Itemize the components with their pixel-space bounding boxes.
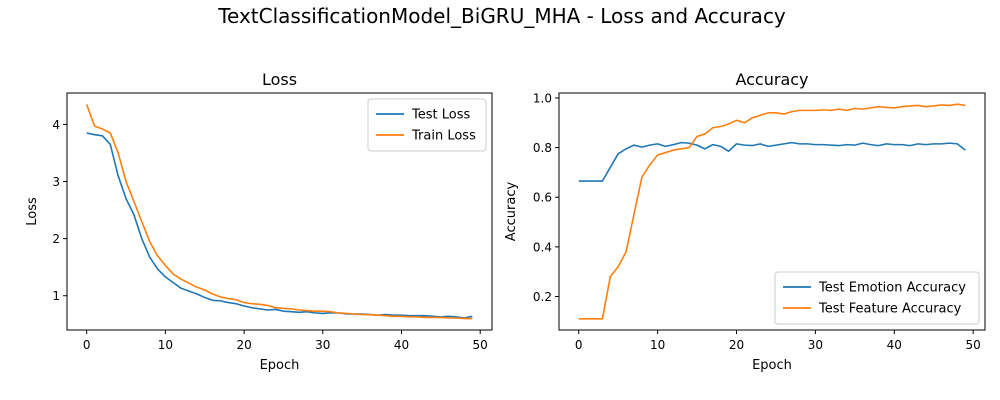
loss-y-tick-label: 2 xyxy=(52,232,60,246)
loss-legend-label-1: Test Loss xyxy=(411,108,470,123)
loss-legend-label-2: Train Loss xyxy=(411,129,476,144)
accuracy-y-tick-label: 0.8 xyxy=(533,141,552,155)
loss-series xyxy=(85,104,473,320)
accuracy-y-axis-label: Accuracy xyxy=(504,182,519,242)
loss-x-tick-label: 30 xyxy=(315,338,330,352)
accuracy-x-tick-label: 20 xyxy=(729,338,744,352)
loss-axes-frame xyxy=(66,92,493,331)
accuracy-y-tick-label: 0.4 xyxy=(533,240,552,254)
loss-x-tick-label: 20 xyxy=(236,338,251,352)
accuracy-x-tick-label: 40 xyxy=(887,338,902,352)
accuracy-series-line-1 xyxy=(578,141,966,182)
accuracy-series-line-2 xyxy=(578,103,966,320)
loss-plot: Loss 0 10 20 30 40 50 1 2 3 4 Epoch Loss Test Loss Tra… xyxy=(25,70,493,373)
accuracy-title: Accuracy xyxy=(735,70,808,89)
loss-series-line-1 xyxy=(86,132,473,319)
loss-y-tick-label: 1 xyxy=(52,289,60,303)
loss-title: Loss xyxy=(262,70,297,89)
loss-legend: Test Loss Train Loss xyxy=(367,98,487,152)
accuracy-legend: Test Emotion Accuracy Test Feature Accura… xyxy=(774,271,980,325)
accuracy-legend-box xyxy=(774,271,980,325)
accuracy-y-tick-label: 0.6 xyxy=(533,191,552,205)
accuracy-legend-label-1: Test Emotion Accuracy xyxy=(818,281,966,296)
accuracy-legend-label-2: Test Feature Accuracy xyxy=(818,302,962,317)
accuracy-axes-frame xyxy=(558,92,986,331)
figure-title: TextClassificationModel_BiGRU_MHA - Loss… xyxy=(217,4,786,28)
loss-x-tick-label: 10 xyxy=(158,338,173,352)
loss-x-axis-label: Epoch xyxy=(260,358,300,373)
loss-y-tick-label: 4 xyxy=(52,118,60,132)
accuracy-x-tick-label: 30 xyxy=(808,338,823,352)
loss-y-tick-label: 3 xyxy=(52,175,60,189)
accuracy-x-tick-label: 10 xyxy=(650,338,665,352)
loss-series-line-2 xyxy=(85,104,473,320)
accuracy-y-tick-label: 1.0 xyxy=(533,91,552,105)
accuracy-x-tick-label: 0 xyxy=(575,338,583,352)
loss-x-tick-label: 50 xyxy=(473,338,488,352)
accuracy-x-tick-label: 50 xyxy=(966,338,981,352)
accuracy-x-axis-label: Epoch xyxy=(752,358,792,373)
loss-x-tick-label: 0 xyxy=(83,338,91,352)
loss-y-axis-label: Loss xyxy=(25,197,40,226)
accuracy-series xyxy=(578,103,966,320)
loss-x-tick-label: 40 xyxy=(394,338,409,352)
loss-legend-box xyxy=(367,98,487,152)
accuracy-y-tick-label: 0.2 xyxy=(533,290,552,304)
accuracy-plot: Accuracy 0 10 20 30 40 50 0.2 0.4 0.6 0.8 1.0 Epoch A… xyxy=(504,70,986,373)
